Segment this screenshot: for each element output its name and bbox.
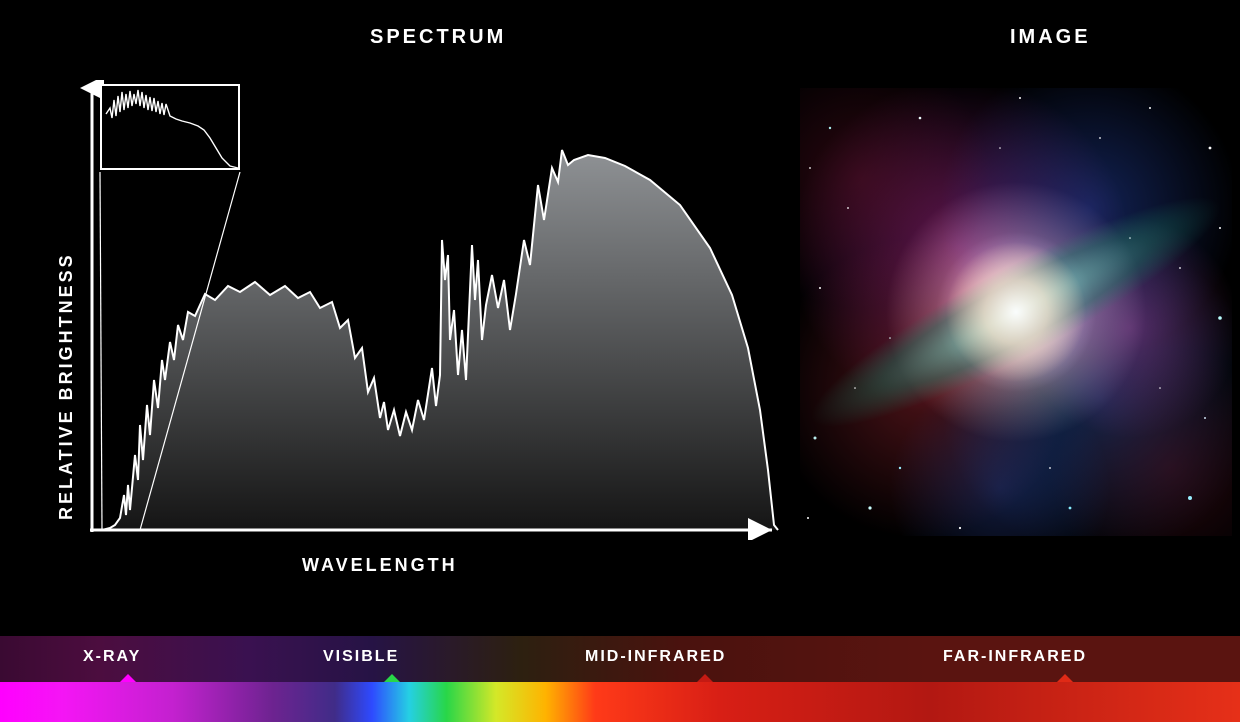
band-label: MID-INFRARED [585,648,726,666]
band-label: VISIBLE [323,648,399,666]
band-caret [120,674,136,682]
band-caret [384,674,400,682]
chart-inset [100,84,240,170]
y-axis-label: RELATIVE BRIGHTNESS [56,252,77,520]
nebula-image [800,88,1232,536]
band-caret [1057,674,1073,682]
inset-curve [102,86,242,172]
band-caret [697,674,713,682]
spectrum-gradient-bar [0,682,1240,722]
band-label: FAR-INFRARED [943,648,1087,666]
x-axis-label: WAVELENGTH [302,555,458,576]
figure-root: SPECTRUM IMAGE RELATIVE BRIGHTNESS WAVEL… [0,0,1240,722]
spectrum-title: SPECTRUM [370,26,506,49]
image-title: IMAGE [1010,26,1091,49]
band-label: X-RAY [83,648,141,666]
